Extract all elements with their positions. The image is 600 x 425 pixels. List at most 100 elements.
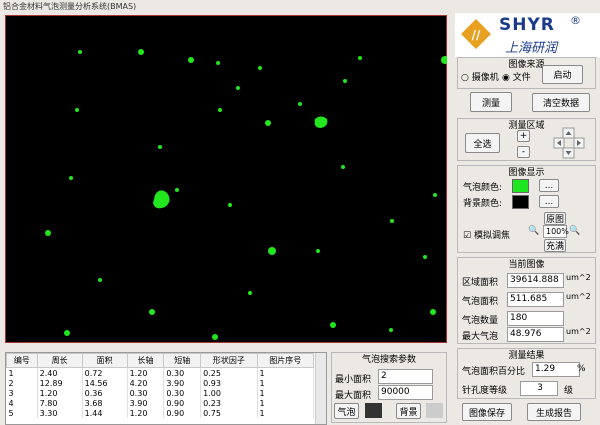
table-cell: 0.30 [163, 388, 202, 398]
table-row[interactable]: 5 3.30 1.44 1.20 0.90 0.75 1 [6, 408, 315, 418]
column-header: 图片序号 [256, 353, 315, 368]
image-display-group: 图像显示 气泡颜色: ... 背景颜色: ... ☑ 模拟调焦 原图 🔍 100… [457, 165, 596, 253]
row-value: 39614.888 [507, 273, 564, 288]
checkbox-label: 模拟调焦 [473, 231, 510, 241]
row-value: 180 [507, 311, 564, 326]
table-cell: 14.56 [82, 378, 128, 388]
table-cell: 4 [6, 398, 38, 408]
table-cell: 5 [6, 408, 38, 418]
group-title: 当前图像 [508, 260, 545, 270]
percent-unit: % [577, 364, 586, 374]
result-table: 编号 周长 面积 长轴 短轴 形状因子 图片序号 1 2.40 0.72 1.20 0.30 0.25 1… [6, 353, 315, 418]
direction-pad[interactable] [553, 127, 585, 159]
table-row[interactable]: 1 2.40 0.72 1.20 0.30 0.25 1 [6, 367, 315, 378]
table-cell: 3.30 [37, 408, 83, 418]
logo: // SHYR ® 上海研润 [455, 13, 600, 57]
background-color-button[interactable]: ... [539, 195, 559, 208]
bubble-color-label: 气泡颜色: [463, 183, 503, 193]
table-cell: 1.20 [37, 388, 83, 398]
row-unit: um^2 [566, 327, 591, 336]
logo-chinese: 上海研润 [505, 41, 558, 56]
table-cell: 1.20 [127, 367, 165, 378]
row-value: 48.976 [507, 327, 564, 342]
radio-label: 摄像机 [471, 73, 499, 83]
zoom-in-icon[interactable]: 🔍 [569, 226, 581, 236]
table-cell: 1.44 [82, 408, 128, 418]
search-params-group: 气泡搜索参数 最小面积 2 最大面积 90000 气泡 背景 [331, 352, 447, 423]
table-cell: 3.90 [127, 398, 165, 408]
table-cell: 7.80 [37, 398, 83, 408]
minus-button[interactable]: - [517, 146, 530, 158]
svg-text://: // [472, 28, 481, 42]
select-all-button[interactable]: 全选 [465, 133, 500, 153]
table-row[interactable]: 3 1.20 0.36 0.30 0.30 1.00 1 [6, 388, 315, 398]
grade-label: 针孔度等级 [462, 386, 508, 396]
background-swatch [426, 403, 443, 418]
bubble-button[interactable]: 气泡 [334, 403, 359, 419]
percent-value: 1.29 [532, 362, 580, 377]
bubble-color-button[interactable]: ... [539, 179, 559, 192]
table-cell: 0.25 [200, 367, 258, 378]
simulate-focus-checkbox[interactable]: ☑ 模拟调焦 [463, 231, 510, 241]
table-cell: 3.68 [82, 398, 128, 408]
report-button[interactable]: 生成报告 [527, 403, 581, 421]
group-title: 测量区域 [508, 121, 545, 131]
table-cell: 1.00 [200, 388, 258, 398]
max-area-input[interactable]: 90000 [378, 385, 433, 400]
file-radio[interactable]: ◉ 文件 [502, 73, 531, 83]
scrollbar[interactable] [315, 353, 326, 424]
radio-label: 文件 [512, 73, 531, 83]
table-cell: 1 [257, 388, 315, 398]
row-unit: um^2 [566, 292, 591, 301]
min-area-input[interactable]: 2 [378, 369, 433, 384]
background-button[interactable]: 背景 [396, 403, 421, 419]
background-color-label: 背景颜色: [463, 199, 503, 209]
table-cell: 1 [6, 367, 38, 378]
bubble-color-swatch [512, 179, 529, 193]
save-button[interactable]: 图像保存 [462, 403, 512, 421]
table-cell: 12.89 [37, 378, 83, 388]
start-button[interactable]: 启动 [542, 65, 583, 84]
max-area-label: 最大面积 [335, 391, 372, 401]
table-row[interactable]: 2 12.89 14.56 4.20 3.90 0.93 1 [6, 378, 315, 388]
table-cell: 0.90 [163, 408, 202, 418]
table-cell: 1 [257, 398, 315, 408]
row-label: 最大气泡 [462, 332, 499, 342]
column-header: 面积 [81, 353, 128, 368]
clear-button[interactable]: 清空数据 [532, 93, 590, 112]
row-label: 气泡数量 [462, 316, 499, 326]
fill-button[interactable]: 充满 [544, 239, 566, 252]
group-title: 气泡搜索参数 [361, 355, 416, 365]
table-cell: 1 [257, 408, 315, 418]
logo-brand: SHYR [499, 15, 555, 35]
bubble-swatch [365, 403, 382, 418]
column-header: 编号 [6, 353, 38, 368]
zoom-box: 100% [543, 225, 569, 238]
grade-value: 3 [520, 381, 558, 396]
logo-registered: ® [570, 14, 581, 27]
table-cell: 0.72 [82, 367, 128, 378]
group-title: 测量结果 [508, 351, 545, 361]
table-cell: 0.90 [163, 398, 202, 408]
column-header: 形状因子 [200, 353, 258, 368]
table-row[interactable]: 4 7.80 3.68 3.90 0.90 0.23 1 [6, 398, 315, 408]
percent-label: 气泡面积百分比 [462, 367, 526, 377]
grade-unit: 级 [564, 386, 574, 396]
measure-button[interactable]: 测量 [470, 92, 512, 112]
column-header: 周长 [36, 353, 83, 368]
row-value: 511.685 [507, 292, 564, 307]
table-cell: 3.90 [163, 378, 202, 388]
camera-radio[interactable]: ○ 摄像机 [461, 73, 499, 83]
column-header: 长轴 [126, 353, 165, 368]
table-cell: 0.93 [200, 378, 258, 388]
plus-button[interactable]: + [517, 130, 530, 142]
logo-icon: // [461, 19, 491, 49]
measure-area-group: 测量区域 [457, 118, 596, 161]
zoom-out-icon[interactable]: 🔍 [528, 226, 540, 236]
group-title: 图像显示 [508, 168, 545, 178]
bubble-image [5, 15, 447, 343]
header-row: 编号 周长 面积 长轴 短轴 形状因子 图片序号 [6, 353, 315, 368]
original-button[interactable]: 原图 [544, 212, 566, 225]
current-image-group: 当前图像 区域面积 39614.888 um^2 气泡面积 511.685 um^2 气泡数… [457, 257, 596, 344]
